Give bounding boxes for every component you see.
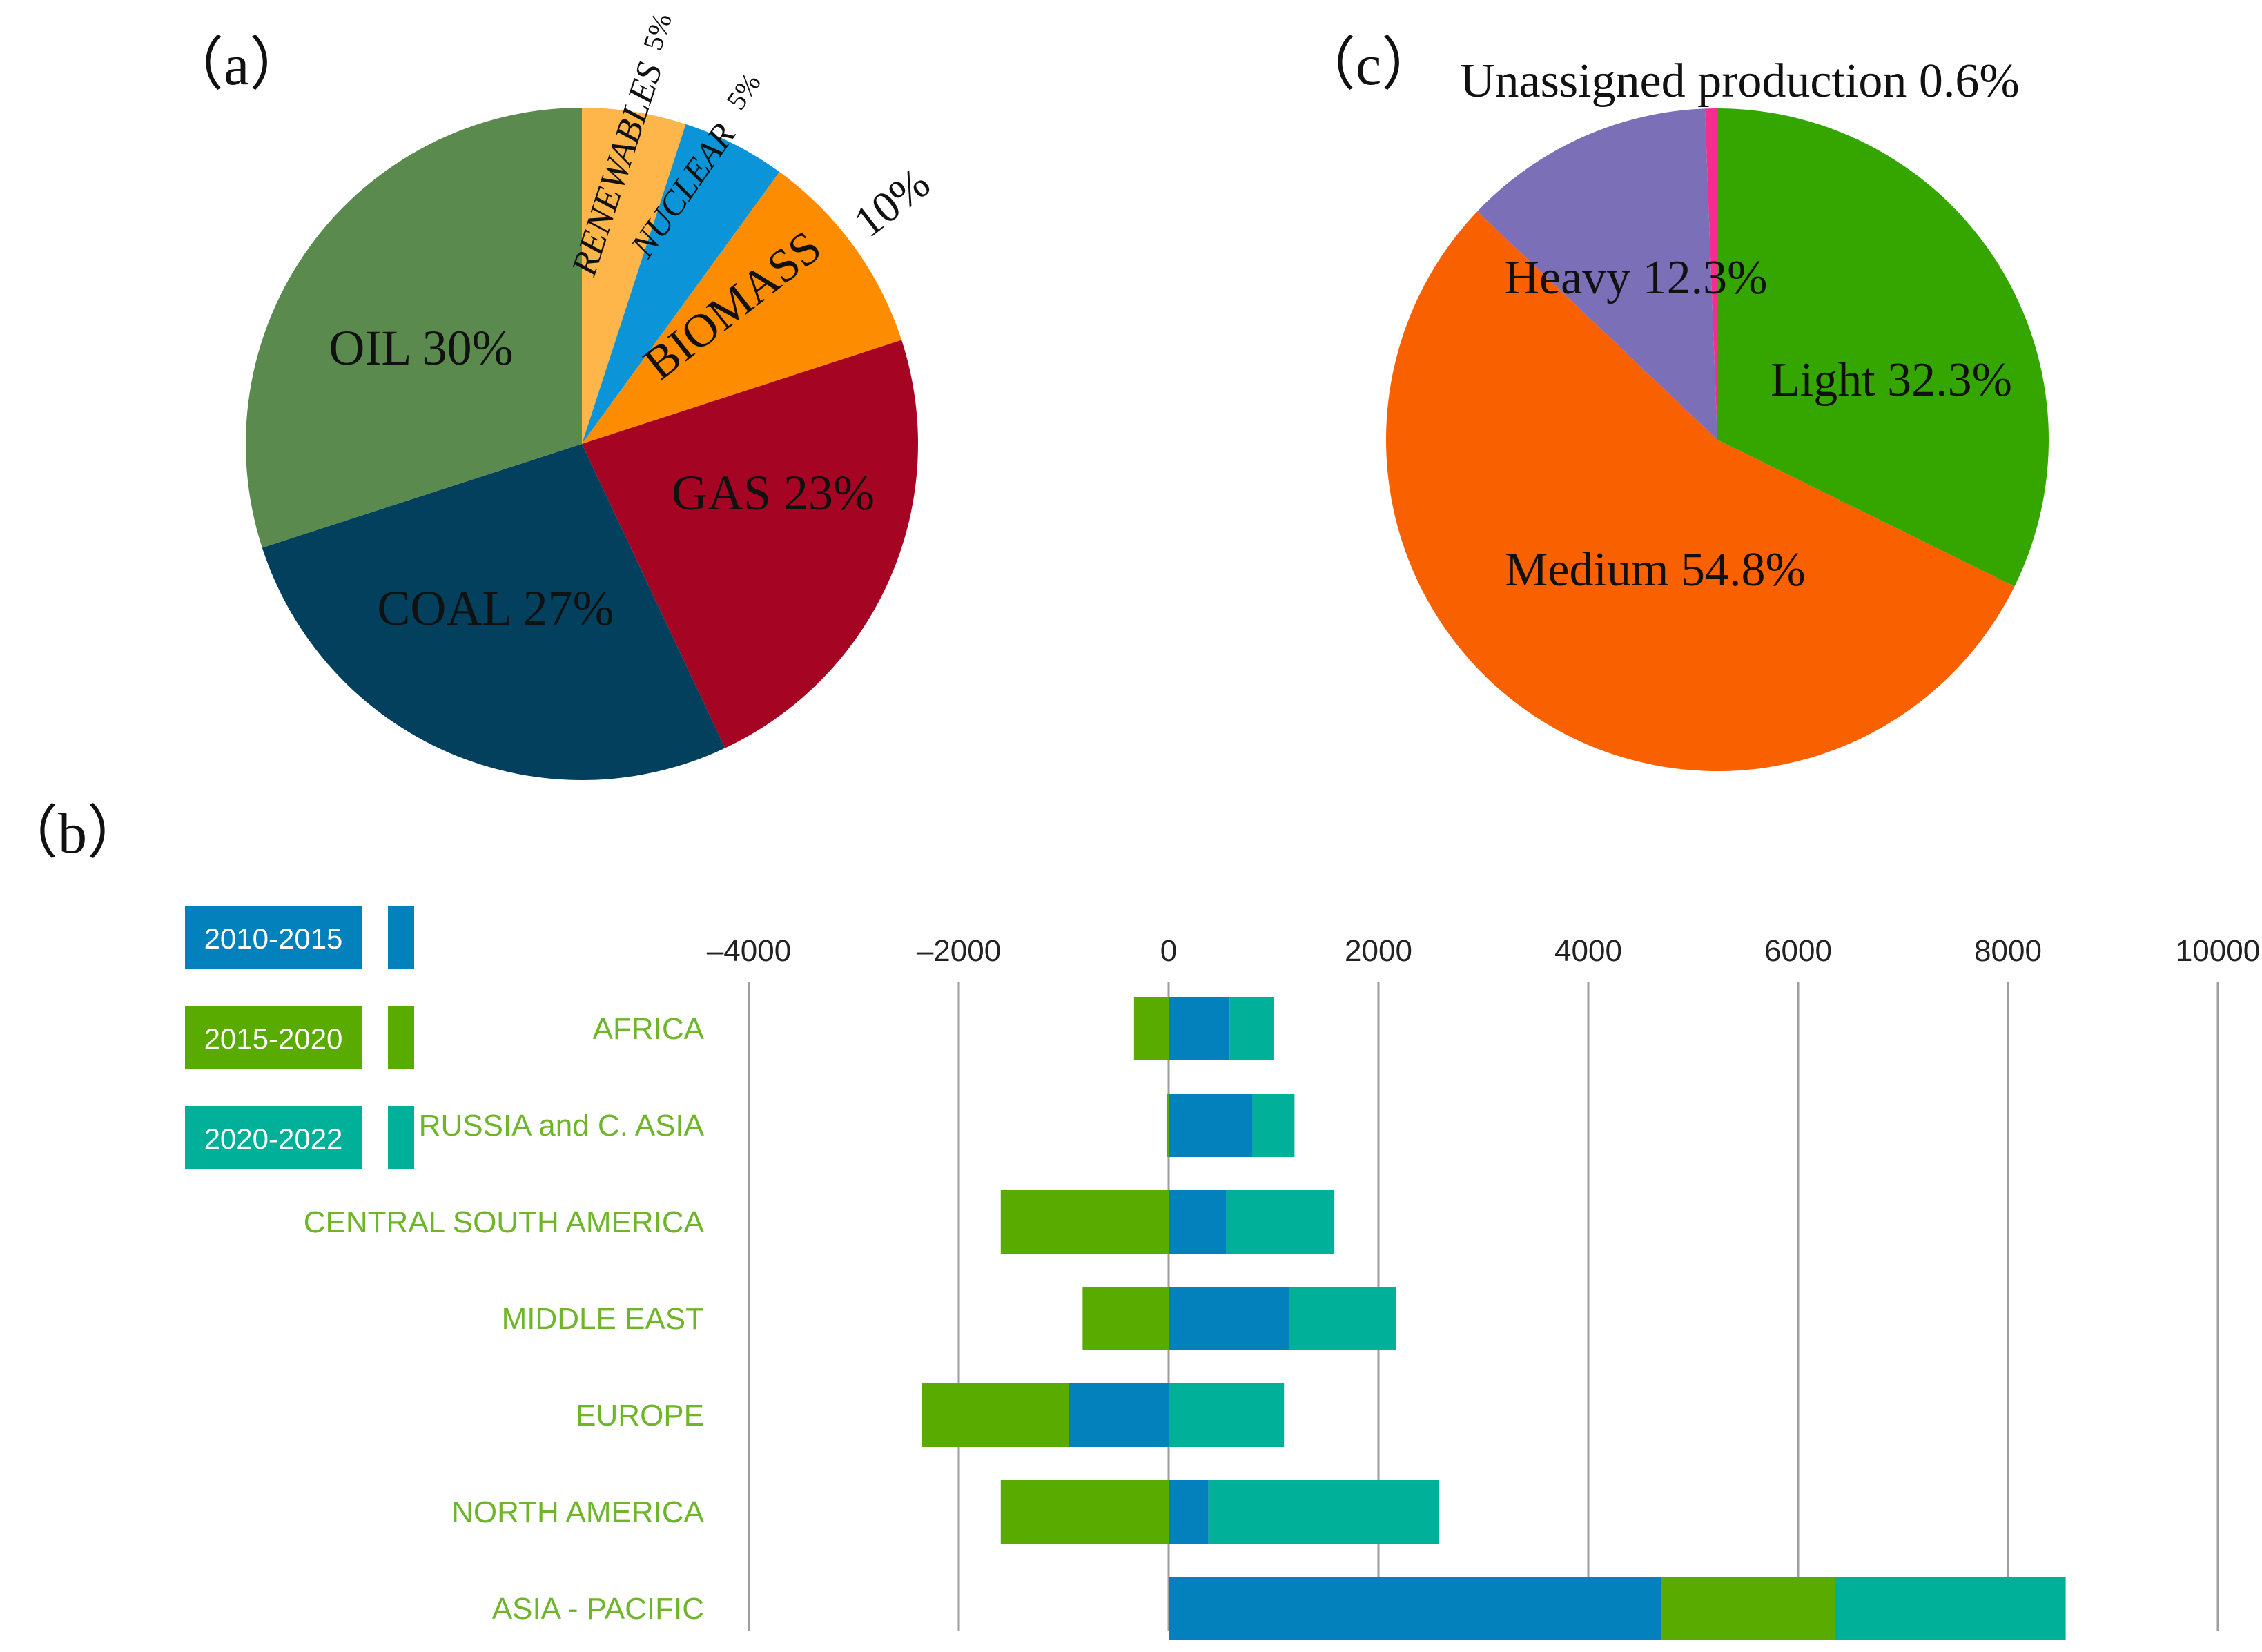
pie-c-label-light: Light 32.3%: [1771, 353, 2012, 407]
legend-label: 2020-2022: [204, 1123, 343, 1155]
bar-tick-labels: –4000 –2000 0 2000 4000 6000 8000 10000: [707, 934, 2260, 968]
x-tick-label: –2000: [917, 934, 1001, 968]
category-label: EUROPE: [576, 1399, 704, 1432]
bar-2015-2020: [1133, 997, 1169, 1060]
pie-a-slice-renewables: [582, 108, 686, 444]
legend-marker: [388, 1006, 414, 1069]
bar-2020-2022: [1226, 1190, 1335, 1254]
bar-2015-2020: [922, 1383, 1069, 1447]
x-tick-label: 2000: [1345, 934, 1412, 968]
panel-label-c: （c）: [1298, 33, 1439, 97]
pie-a-slice-nuclear: [582, 124, 780, 444]
bar-2015-2020: [1000, 1190, 1169, 1254]
bar-2020-2022: [1835, 1577, 2066, 1640]
legend-marker: [388, 1106, 414, 1169]
pie-c-slice-unassigned-production: [1704, 108, 1717, 440]
bar-2010-2015: [1169, 1287, 1289, 1350]
category-label: RUSSIA and C. ASIA: [419, 1109, 705, 1143]
bar-2015-2020: [1000, 1480, 1169, 1544]
x-tick-label: 4000: [1554, 934, 1622, 968]
x-tick-label: 8000: [1974, 934, 2042, 968]
bar-2020-2022: [1289, 1287, 1396, 1350]
bar-2010-2015: [1169, 1190, 1227, 1254]
category-label: CENTRAL SOUTH AMERICA: [304, 1205, 705, 1239]
pie-a-pct-nuclear: 5%: [720, 68, 766, 115]
pie-c-label-medium: Medium 54.8%: [1505, 543, 1806, 596]
legend-marker: [388, 906, 414, 969]
pie-a-pct-renewables: 5%: [637, 10, 678, 55]
category-label: MIDDLE EAST: [502, 1302, 704, 1336]
pie-a-label-coal: COAL 27%: [377, 581, 614, 636]
panel-label-a: （a）: [166, 33, 307, 97]
bar-2020-2022: [1252, 1094, 1295, 1157]
legend-swatch: [185, 906, 362, 969]
pie-a-slice-gas: [582, 340, 918, 748]
bar-2020-2022: [1229, 997, 1274, 1060]
legend-label: 2010-2015: [204, 922, 343, 955]
bar-2010-2015: [1169, 1094, 1253, 1157]
bar-2015-2020: [1166, 1094, 1169, 1157]
pie-c-slice-heavy: [1477, 108, 1717, 440]
pie-a-slice-biomass: [582, 172, 902, 444]
x-tick-label: 0: [1160, 934, 1177, 968]
pie-a-label-oil: OIL 30%: [329, 320, 513, 376]
legend-swatch: [185, 1106, 362, 1169]
pie-c-slices: [1385, 108, 2049, 772]
category-label: AFRICA: [593, 1012, 705, 1046]
pie-a-pct-biomass: 10%: [845, 158, 939, 246]
bar-marks: [922, 997, 2066, 1640]
pie-a-slice-coal: [262, 444, 725, 780]
x-tick-label: 6000: [1764, 934, 1832, 968]
bar-2020-2022: [1208, 1480, 1440, 1544]
x-tick-label: –4000: [707, 934, 791, 968]
bar-chart-regional-change: （b） –4000 –2000 0 2000 4000 6000 8000 10000 AFR…: [0, 801, 2260, 1640]
pie-chart-oil-grades: （c） Unassigned production 0.6% Light 32.…: [1298, 33, 2049, 772]
pie-a-label-gas: GAS 23%: [672, 465, 875, 521]
bar-2010-2015: [1169, 997, 1230, 1060]
bar-2010-2015: [1169, 1577, 1662, 1640]
panel-label-b: （b）: [0, 801, 145, 866]
bar-2020-2022: [1169, 1383, 1285, 1447]
x-tick-label: 10000: [2176, 934, 2260, 968]
pie-c-label-unassigned: Unassigned production 0.6%: [1460, 55, 2020, 108]
bar-grid: [748, 982, 2219, 1631]
legend-swatch: [185, 1006, 362, 1069]
bar-category-labels: AFRICA RUSSIA and C. ASIA CENTRAL SOUTH AM…: [304, 1012, 705, 1626]
pie-a-slices: [246, 108, 918, 780]
legend-label: 2015-2020: [204, 1022, 343, 1055]
bar-2010-2015: [1169, 1480, 1209, 1544]
pie-c-slice-medium: [1385, 211, 2015, 772]
pie-chart-energy-mix: （a） RENEWABLES 5% NUCLEAR 5% BIOMASS 10%…: [166, 10, 939, 780]
pie-c-label-heavy: Heavy 12.3%: [1504, 251, 1767, 304]
bar-2015-2020: [1082, 1287, 1169, 1350]
pie-c-slice-light: [1717, 108, 2049, 587]
bar-2015-2020: [1661, 1577, 1835, 1640]
pie-a-slice-oil: [246, 108, 582, 548]
bar-legend: 2010-2015 2015-2020 2020-2022: [185, 906, 414, 1169]
category-label: ASIA - PACIFIC: [492, 1592, 704, 1626]
category-label: NORTH AMERICA: [451, 1495, 705, 1529]
bar-2010-2015: [1069, 1383, 1169, 1447]
